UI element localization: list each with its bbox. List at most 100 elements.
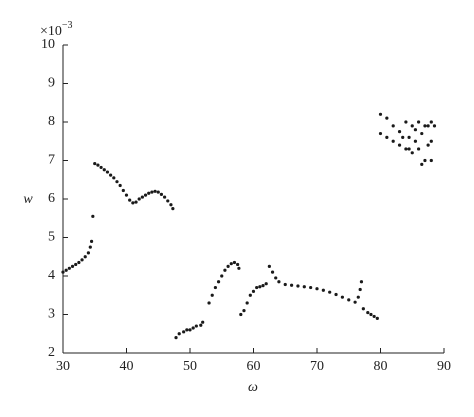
multiplier-base: ×10 xyxy=(40,24,62,39)
point xyxy=(74,262,78,267)
point xyxy=(166,199,170,203)
y-multiplier: ×10−3 xyxy=(40,20,73,39)
point xyxy=(201,320,205,324)
point xyxy=(96,163,100,167)
point xyxy=(274,276,278,280)
point xyxy=(255,285,259,290)
point xyxy=(128,198,132,202)
point xyxy=(261,284,265,288)
point xyxy=(194,324,198,328)
point xyxy=(109,173,113,177)
point xyxy=(99,165,103,170)
point xyxy=(102,168,106,172)
point xyxy=(239,312,243,317)
point xyxy=(105,170,110,174)
y-tick-label: 5 xyxy=(48,230,55,245)
point xyxy=(334,292,338,297)
point xyxy=(137,197,141,201)
x-tick-label: 70 xyxy=(310,359,324,374)
y-tick-label: 9 xyxy=(48,76,55,91)
point xyxy=(163,195,167,199)
point xyxy=(296,284,300,288)
point xyxy=(426,124,430,128)
point xyxy=(169,203,173,207)
point xyxy=(404,147,408,151)
x-tick-label: 40 xyxy=(120,359,134,374)
point xyxy=(159,192,164,196)
x-tick-label: 30 xyxy=(56,359,70,374)
point xyxy=(420,131,424,136)
x-tick-label: 50 xyxy=(183,359,197,374)
point xyxy=(156,190,160,194)
point xyxy=(182,330,186,334)
point xyxy=(210,293,214,297)
point xyxy=(372,314,376,319)
point xyxy=(429,120,433,124)
point xyxy=(61,270,65,274)
point xyxy=(188,328,192,332)
point xyxy=(237,266,241,270)
point xyxy=(150,190,154,194)
point xyxy=(177,332,181,336)
point xyxy=(91,214,95,218)
point xyxy=(391,139,395,143)
point xyxy=(191,326,195,330)
point xyxy=(147,191,151,195)
point xyxy=(143,193,148,197)
point xyxy=(83,255,87,259)
point xyxy=(134,200,138,204)
x-axis-label: ω xyxy=(248,380,258,395)
point xyxy=(359,280,364,284)
point xyxy=(140,195,144,199)
point xyxy=(397,130,402,134)
point xyxy=(366,310,370,315)
point xyxy=(356,295,360,299)
point xyxy=(171,207,175,211)
point xyxy=(86,251,90,255)
point xyxy=(118,183,122,188)
point xyxy=(232,260,237,265)
point xyxy=(77,260,81,265)
point xyxy=(93,161,97,166)
point xyxy=(153,189,157,193)
point xyxy=(407,135,411,139)
point xyxy=(223,268,227,272)
point xyxy=(391,124,395,128)
point xyxy=(385,116,389,120)
y-tick-label: 3 xyxy=(48,307,55,322)
point xyxy=(131,201,135,205)
point xyxy=(115,180,119,184)
point xyxy=(413,128,418,132)
point xyxy=(347,298,351,302)
point xyxy=(385,135,389,139)
point xyxy=(220,274,224,278)
point xyxy=(309,285,313,290)
point xyxy=(88,245,92,249)
point xyxy=(423,124,427,128)
point xyxy=(264,282,268,286)
point xyxy=(413,139,418,143)
point xyxy=(174,336,178,340)
point xyxy=(277,280,281,284)
point xyxy=(64,268,68,272)
point xyxy=(267,264,271,268)
point xyxy=(70,264,75,268)
point xyxy=(410,151,414,155)
x-tick-label: 90 xyxy=(437,359,451,374)
point xyxy=(417,147,421,151)
point xyxy=(375,316,379,320)
point xyxy=(207,301,211,305)
point xyxy=(270,270,275,274)
point xyxy=(89,239,94,243)
x-tick-label: 80 xyxy=(374,359,388,374)
point xyxy=(216,280,221,284)
point xyxy=(361,307,365,311)
point xyxy=(199,323,203,327)
point xyxy=(251,289,256,293)
point xyxy=(80,258,84,262)
point xyxy=(378,112,383,116)
point xyxy=(423,158,427,163)
point xyxy=(112,176,116,180)
point xyxy=(420,162,424,166)
